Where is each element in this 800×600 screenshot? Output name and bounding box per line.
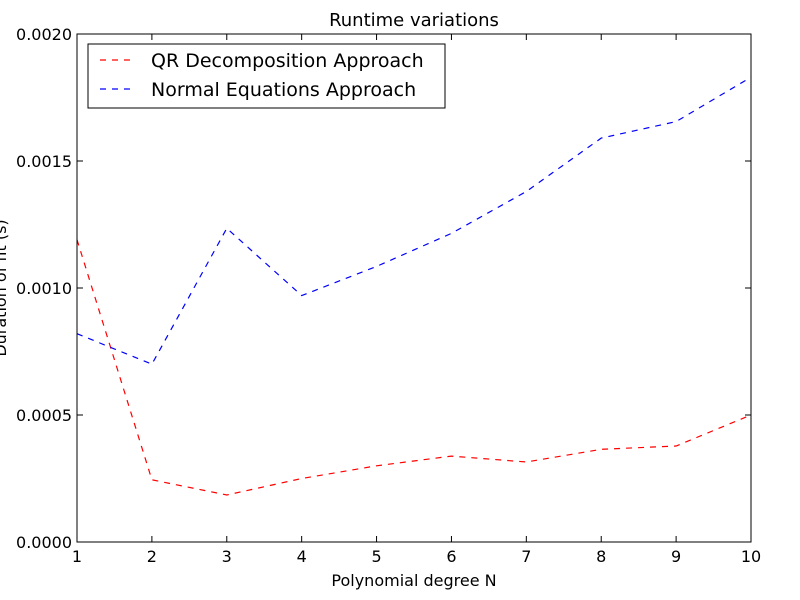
series-line-0 (77, 239, 751, 496)
y-tick-label: 0.0010 (16, 279, 72, 298)
y-tick-label: 0.0020 (16, 25, 72, 44)
plot-area: 1 2 3 4 5 6 7 8 9 10 0.0000 0.0005 0.0010 0.0015 0.002… (16, 25, 761, 566)
x-axis-label: Polynomial degree N (331, 571, 496, 590)
x-tick-label: 9 (671, 547, 681, 566)
x-tick-label: 6 (446, 547, 456, 566)
legend-label-1: Normal Equations Approach (151, 79, 416, 101)
x-tick-label: 4 (297, 547, 307, 566)
plot-frame (76, 33, 752, 543)
x-tick-label: 1 (72, 547, 82, 566)
chart-title: Runtime variations (329, 10, 499, 31)
x-tick-label: 2 (147, 547, 157, 566)
y-tick-label: 0.0000 (16, 533, 72, 552)
x-tick-label: 5 (371, 547, 381, 566)
series-line-1 (77, 76, 751, 365)
x-tick-label: 3 (222, 547, 232, 566)
x-tick-label: 7 (521, 547, 531, 566)
y-tick-label: 0.0005 (16, 406, 72, 425)
legend: QR Decomposition Approach Normal Equation… (87, 43, 446, 109)
legend-box (87, 43, 446, 109)
x-tick-label: 8 (596, 547, 606, 566)
y-axis-label: Duration of fit (s) (0, 219, 10, 356)
series-group (77, 76, 751, 496)
y-tick-label: 0.0015 (16, 152, 72, 171)
x-tick-label: 10 (741, 547, 761, 566)
legend-label-0: QR Decomposition Approach (151, 50, 424, 72)
